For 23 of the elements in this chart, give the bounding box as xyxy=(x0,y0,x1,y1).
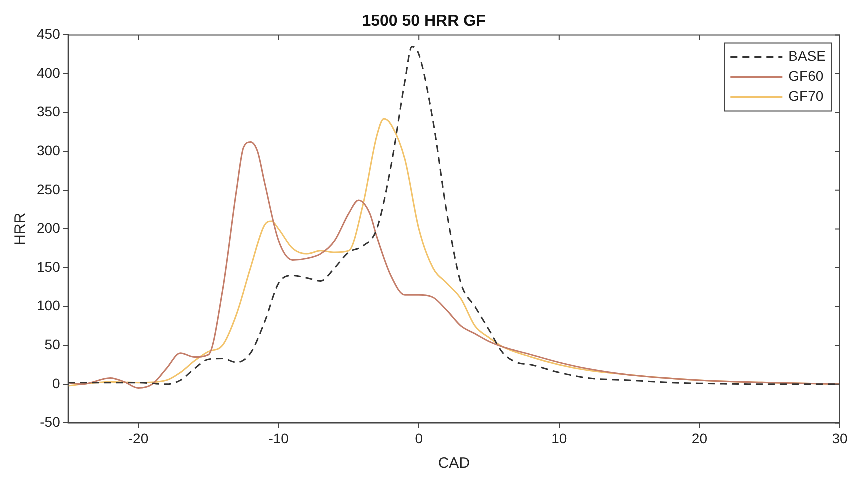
x-tick-label: 0 xyxy=(415,430,424,446)
y-axis-title: HRR xyxy=(12,212,30,246)
legend-label: BASE xyxy=(788,48,826,64)
y-tick-label: 50 xyxy=(44,336,61,352)
x-tick-label: 30 xyxy=(832,430,848,446)
y-tick-label: 0 xyxy=(52,375,61,392)
y-tick-label: 400 xyxy=(37,64,61,81)
legend-label: GF60 xyxy=(788,68,824,84)
x-tick-label: 20 xyxy=(692,430,708,446)
y-tick-label: 150 xyxy=(37,258,61,275)
chart-title: 1500 50 HRR GF xyxy=(362,13,486,30)
y-tick-label: 200 xyxy=(37,220,61,236)
x-tick-label: -20 xyxy=(128,430,149,446)
y-tick-label: 450 xyxy=(37,26,61,42)
x-tick-label: 10 xyxy=(552,430,568,446)
y-tick-label: 100 xyxy=(37,298,61,314)
legend-label: GF70 xyxy=(788,88,824,104)
x-tick-label: -10 xyxy=(268,430,290,446)
y-tick-label: 250 xyxy=(37,181,61,198)
x-axis-title: CAD xyxy=(438,455,470,472)
y-tick-label: 300 xyxy=(37,142,61,158)
y-tick-label: 350 xyxy=(37,104,61,120)
y-tick-label: -50 xyxy=(40,414,61,430)
